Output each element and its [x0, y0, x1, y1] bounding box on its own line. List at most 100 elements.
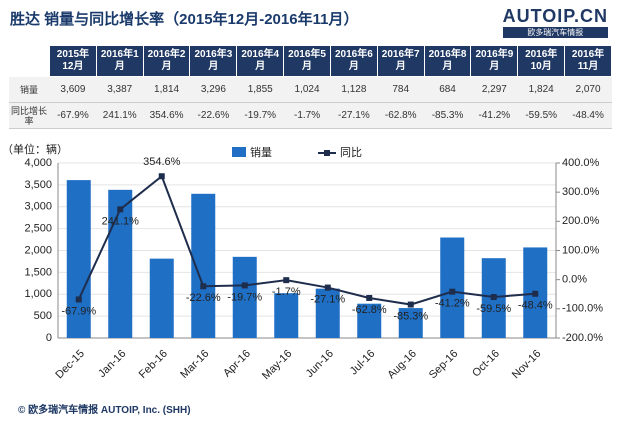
- x-tick-label: Apr-16: [221, 348, 253, 380]
- bar: [315, 288, 340, 338]
- table-cell: 1,024: [283, 76, 331, 103]
- table-cell: 1,128: [330, 76, 378, 103]
- data-label: 354.6%: [143, 156, 181, 168]
- data-label: -85.3%: [393, 310, 428, 322]
- data-label: 241.1%: [102, 215, 140, 227]
- line-marker: [407, 301, 414, 308]
- y-tick-label: 500: [34, 310, 52, 322]
- column-header: 2016年9月: [470, 45, 519, 77]
- bar: [232, 256, 257, 338]
- line-marker: [532, 290, 539, 297]
- footer: © 欧多瑞汽车情报 AUTOIP, Inc. (SHH): [18, 405, 191, 416]
- table-cell: 3,609: [49, 76, 97, 103]
- bar: [274, 293, 299, 338]
- data-label: -27.1%: [310, 293, 345, 305]
- bar: [149, 258, 174, 338]
- table-cell: 1,855: [236, 76, 284, 103]
- bar: [108, 189, 133, 338]
- line-marker: [366, 294, 373, 301]
- data-label: -22.6%: [186, 292, 221, 304]
- table-row: 同比增长率 -67.9% 241.1% 354.6% -22.6% -19.7% -1.7%…: [8, 102, 612, 129]
- y2-tick-label: -100.0%: [562, 303, 603, 315]
- y2-tick-label: 0.0%: [562, 274, 587, 286]
- bar: [440, 237, 465, 338]
- table-cell: -67.9%: [49, 102, 97, 129]
- table-cell: -59.5%: [517, 102, 565, 129]
- column-header: 2016年6月: [329, 45, 378, 77]
- table-cell: -85.3%: [424, 102, 471, 129]
- y-tick-label: 1,500: [24, 266, 52, 278]
- corner: [8, 45, 50, 77]
- y-tick-label: 4,000: [24, 157, 52, 169]
- table-cell: 354.6%: [143, 102, 190, 129]
- x-tick-label: Nov-16: [510, 348, 544, 382]
- legend-label: 同比: [340, 146, 362, 159]
- line-marker: [241, 282, 248, 289]
- column-header: 2016年5月: [283, 45, 331, 77]
- x-tick-label: Jan-16: [96, 348, 128, 380]
- column-header: 2016年11月: [564, 45, 612, 77]
- y2-tick-label: -200.0%: [562, 332, 603, 344]
- y-tick-label: 1,000: [24, 288, 52, 300]
- legend-marker: [324, 150, 330, 156]
- y-tick-label: 3,000: [24, 201, 52, 213]
- data-table: 2015年12月 2016年1月 2016年2月 2016年3月 2016年4月 2016…: [8, 45, 612, 129]
- x-tick-label: May-16: [260, 348, 294, 382]
- column-header: 2016年2月: [142, 45, 191, 77]
- x-tick-label: Jun-16: [304, 348, 336, 380]
- line-marker: [200, 283, 207, 290]
- table-cell: -62.8%: [377, 102, 425, 129]
- column-header: 2016年7月: [376, 45, 425, 77]
- data-label: -67.9%: [61, 305, 96, 317]
- y-tick-label: 3,500: [24, 179, 52, 191]
- y2-tick-label: 200.0%: [562, 215, 600, 227]
- column-header: 2015年12月: [49, 45, 97, 77]
- logo-name: AUTOIP.CN: [502, 6, 608, 26]
- line-marker: [75, 296, 82, 303]
- table-cell: -22.6%: [189, 102, 237, 129]
- table-row: 销量 3,609 3,387 1,814 3,296 1,855 1,024 1,128 784…: [8, 76, 612, 103]
- line-marker: [324, 284, 331, 291]
- legend-label: 销量: [250, 145, 272, 159]
- x-tick-label: Mar-16: [178, 348, 211, 381]
- x-tick-label: Aug-16: [385, 348, 419, 382]
- bar: [398, 308, 423, 338]
- y2-tick-label: 400.0%: [562, 157, 600, 169]
- table-cell: 3,387: [96, 76, 144, 103]
- bar: [66, 180, 91, 338]
- table-cell: -41.2%: [470, 102, 518, 129]
- x-tick-label: Sep-16: [427, 348, 461, 382]
- unit-label: （单位：辆）: [2, 142, 68, 156]
- logo: AUTOIP.CN 欧多瑞汽车情报: [502, 6, 608, 38]
- x-tick-label: Feb-16: [137, 348, 170, 381]
- y-tick-label: 0: [46, 332, 52, 344]
- table-cell: 2,070: [564, 76, 612, 103]
- data-label: -48.4%: [518, 300, 553, 312]
- line-marker: [490, 294, 497, 301]
- data-label: -1.7%: [272, 286, 301, 298]
- legend-swatch: [232, 147, 246, 157]
- table-cell: -19.7%: [236, 102, 284, 129]
- table-cell: 684: [424, 76, 471, 103]
- data-label: -19.7%: [227, 291, 262, 303]
- y2-tick-label: 100.0%: [562, 244, 600, 256]
- data-label: -59.5%: [476, 303, 511, 315]
- line-marker: [158, 173, 165, 180]
- table-cell: 1,824: [517, 76, 565, 103]
- row-label: 销量: [8, 76, 50, 103]
- line-marker: [117, 206, 124, 213]
- y-tick-label: 2,500: [24, 223, 52, 235]
- row-label: 同比增长率: [8, 102, 50, 129]
- table-cell: 241.1%: [96, 102, 144, 129]
- x-tick-label: Oct-16: [470, 348, 502, 380]
- logo-tagline: 欧多瑞汽车情报: [502, 27, 608, 38]
- x-tick-label: Jul-16: [348, 348, 378, 378]
- bar: [357, 303, 382, 338]
- y-tick-label: 2,000: [24, 244, 52, 256]
- table-cell: 2,297: [470, 76, 518, 103]
- data-label: -41.2%: [435, 298, 470, 310]
- table-cell: -27.1%: [330, 102, 378, 129]
- table-cell: -48.4%: [564, 102, 612, 129]
